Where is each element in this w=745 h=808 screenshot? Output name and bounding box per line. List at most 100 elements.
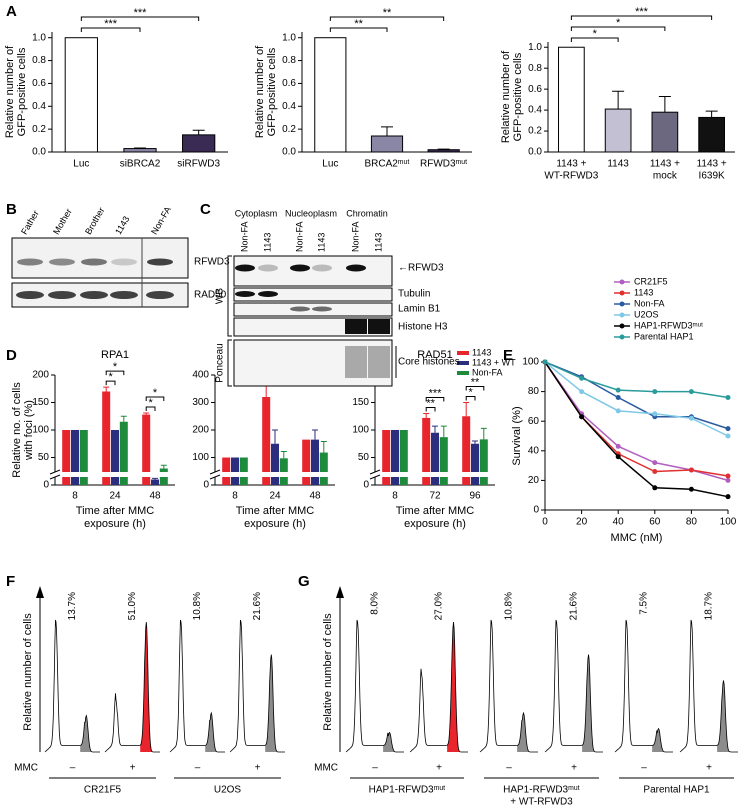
x-tick-label: siBRCA2 xyxy=(120,159,161,170)
x-tick-label: 60 xyxy=(649,517,661,528)
bar xyxy=(222,457,231,485)
panel-letter: D xyxy=(6,347,17,364)
error-bar xyxy=(463,402,470,417)
point xyxy=(688,415,694,421)
y-axis-label: Relative number of xyxy=(254,45,266,138)
bar xyxy=(279,458,288,485)
y-tick-label: 200 xyxy=(192,425,209,436)
significance-label: *** xyxy=(104,18,118,30)
y-tick-label: 0.6 xyxy=(32,78,46,89)
point xyxy=(725,477,731,483)
band xyxy=(345,319,367,334)
blot-frame xyxy=(233,255,393,287)
significance-bracket xyxy=(105,380,116,386)
point xyxy=(688,486,694,492)
point xyxy=(579,389,585,395)
significance-label: ** xyxy=(354,18,363,30)
g2-peak xyxy=(265,654,279,752)
g2-peak xyxy=(80,715,94,752)
y-tick-label: 0.0 xyxy=(528,147,542,158)
significance-label: * xyxy=(148,397,153,409)
band xyxy=(368,319,390,334)
band xyxy=(312,264,332,272)
percent-label: 10.8% xyxy=(504,592,515,620)
error-bar xyxy=(143,412,150,415)
panel-letter: G xyxy=(298,573,310,590)
fraction-label: Chromatin xyxy=(346,208,388,218)
y-tick-label: 100 xyxy=(32,425,49,436)
lane-label: 1143 xyxy=(316,233,326,252)
band xyxy=(147,258,173,266)
y-tick-label: 20 xyxy=(528,475,540,486)
y-tick-label: 0.2 xyxy=(282,124,296,135)
significance-label: ** xyxy=(383,7,392,19)
significance-label: *** xyxy=(429,387,443,399)
y-tick-label: 0.2 xyxy=(528,126,542,137)
point xyxy=(688,389,694,395)
y-tick-label: 50 xyxy=(38,452,50,463)
bar xyxy=(111,430,119,485)
y-axis-label: Relative number of xyxy=(4,45,16,138)
bar xyxy=(651,111,679,153)
legend-label: Non-FA xyxy=(634,298,665,308)
significance-bracket xyxy=(145,396,165,401)
legend-label: Non-FA xyxy=(472,367,503,377)
x-tick-label: WT-RFWD3 xyxy=(544,171,598,182)
band xyxy=(17,258,43,266)
g2-peak xyxy=(383,732,398,752)
bar xyxy=(391,430,399,485)
legend-label: 1143 xyxy=(472,347,491,357)
y-axis-label: with foci (%) xyxy=(23,400,35,461)
panel-letter: E xyxy=(503,347,513,364)
x-tick-label: 100 xyxy=(720,517,737,528)
treatment-label: + xyxy=(255,763,261,774)
band xyxy=(312,306,332,312)
g2-peak xyxy=(652,728,667,752)
significance-bracket xyxy=(329,27,388,32)
lane-label: Father xyxy=(19,209,41,237)
x-tick-label: 20 xyxy=(576,517,588,528)
x-tick-label: Luc xyxy=(73,159,89,170)
x-tick-label: 8 xyxy=(232,491,238,502)
y-axis-label: Relative number of cells xyxy=(322,613,334,731)
x-tick-label: mock xyxy=(653,171,678,182)
y-axis-label: Relative no. of cells xyxy=(11,382,23,478)
lane-label: Mother xyxy=(51,207,74,236)
significance-label: * xyxy=(468,386,473,398)
y-tick-label: 0 xyxy=(203,480,209,491)
lane-label: Non-FA xyxy=(239,221,249,252)
band xyxy=(290,264,310,272)
point xyxy=(725,426,731,432)
significance-bracket xyxy=(465,396,476,401)
significance-bracket xyxy=(570,15,713,20)
band xyxy=(258,264,278,272)
band xyxy=(346,264,366,272)
band xyxy=(235,291,255,297)
percent-label: 10.8% xyxy=(192,592,203,620)
point xyxy=(725,433,731,439)
significance-label: *** xyxy=(134,7,148,19)
y-tick-label: 150 xyxy=(352,397,369,408)
blot-frame xyxy=(233,287,393,302)
percent-label: 18.7% xyxy=(704,592,715,620)
x-axis-label: Time after MMC xyxy=(76,505,154,517)
legend-label: Parental HAP1 xyxy=(634,331,694,341)
legend-label: 1143 + WT xyxy=(472,357,516,367)
x-axis-label: exposure (h) xyxy=(244,518,306,530)
y-tick-label: 0.6 xyxy=(528,84,542,95)
point xyxy=(725,494,731,500)
y-tick-label: 100 xyxy=(192,452,209,463)
point xyxy=(615,408,621,414)
bar xyxy=(271,443,279,485)
point xyxy=(652,485,658,491)
band-label: RFWD3 xyxy=(194,257,230,268)
legend-label: HAP1-RFWD3ᵐᵘᵗ xyxy=(634,320,703,330)
bar xyxy=(142,414,151,485)
histogram xyxy=(44,619,100,753)
panel-letter: B xyxy=(6,201,17,218)
bar xyxy=(399,430,408,485)
method-label: WB xyxy=(215,288,226,304)
panel-letter: A xyxy=(6,3,17,20)
point xyxy=(615,454,621,460)
band xyxy=(49,258,75,266)
